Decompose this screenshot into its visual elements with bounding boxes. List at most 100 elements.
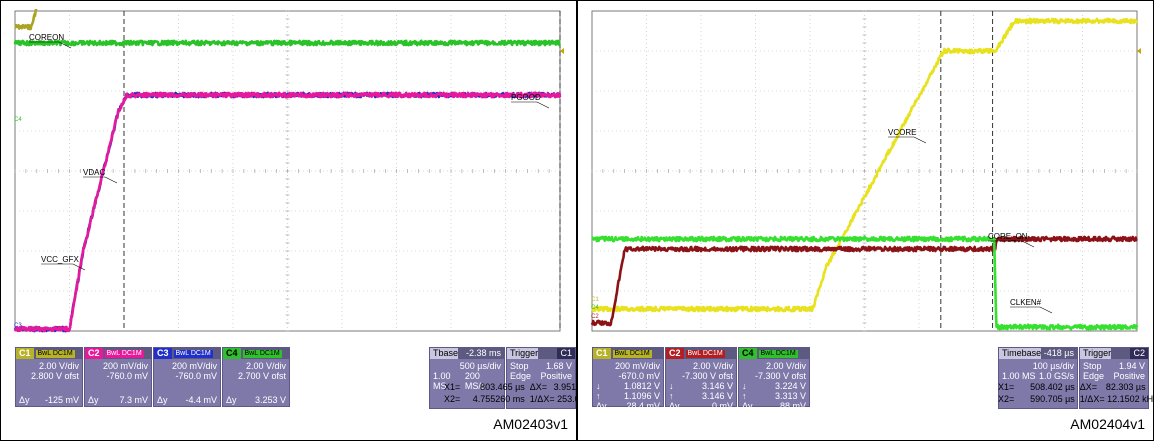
channel-tag: C1 <box>16 348 34 359</box>
trace-label: COREON <box>29 33 64 42</box>
delta-y-label: Δy <box>157 395 168 405</box>
scope-panel-left: COREON PGOOD VDAC VCC_GFX C4 C3 C1 BwL DC1M 2.… <box>0 0 598 441</box>
trace-clken- <box>591 235 1139 331</box>
inv-dx-label: 1/ΔX= <box>529 394 555 404</box>
trace-label: VCC_GFX <box>41 255 79 264</box>
timebase-box-left: Tbase -2.38 ms 500 µs/div 1.00 MS 200 MS/s <box>429 347 505 409</box>
trigger-level-arrow <box>1137 48 1141 54</box>
delta-y-value: -125 mV <box>44 395 79 405</box>
dx-value: 82.303 µs <box>1105 382 1146 392</box>
delta-y-label: Δy <box>596 401 607 411</box>
dx-label: ΔX= <box>1079 382 1098 392</box>
cursor-2-value: 3.146 V <box>701 391 733 401</box>
trace-core-on <box>590 235 1138 327</box>
trigger-box-left: Trigger C1 Stop 1.68 V Edge Positive <box>506 347 576 409</box>
cursor-2-value: 3.313 V <box>774 391 806 401</box>
delta-y-label: Δy <box>669 401 680 411</box>
trigger-type: Edge <box>1083 371 1105 381</box>
delta-y-label: Δy <box>19 395 30 405</box>
timebase-per-div: 500 µs/div <box>459 361 501 371</box>
channel-row-left: C1 BwL DC1M 2.00 V/div 2.800 V ofst Δy -125… <box>15 347 291 409</box>
channel-marker: C3 <box>14 323 22 329</box>
coupling-badge: BwL DC1M <box>173 349 213 358</box>
inv-dx-label: 1/ΔX= <box>1079 394 1105 404</box>
cursor-1-label: ↓ <box>596 381 601 391</box>
timebase-label: Tbase <box>430 348 459 359</box>
channel-box-c1: C1 BwL DC1M 2.00 V/div 2.800 V ofst Δy -125… <box>15 347 83 407</box>
coupling-badge: BwL DC1M <box>35 349 75 358</box>
x1-value: 508.402 µs <box>1030 382 1075 392</box>
trigger-mode: Stop <box>510 361 529 371</box>
trigger-slope: Positive <box>540 371 572 381</box>
sample-rate: 200 MS/s <box>464 371 486 391</box>
trigger-type: Edge <box>510 371 532 381</box>
volts-per-div: 2.00 V/div <box>765 361 806 371</box>
graticule <box>14 10 561 332</box>
cursor-1-label: ↓ <box>742 381 747 391</box>
dx-value: 3.9518 ms <box>553 382 596 392</box>
timebase-value: -2.38 ms <box>465 348 501 358</box>
trace-pgood <box>13 39 562 47</box>
cursor-1-value: 1.0812 V <box>623 381 660 391</box>
cursor-2-label: ↑ <box>596 391 601 401</box>
timebase-value: -418 µs <box>1043 348 1074 358</box>
trigger-channel: C1 <box>557 348 575 359</box>
coupling-badge: BwL DC1M <box>612 349 652 358</box>
scope-panel-right: VCORE CORE_ON CLKEN# C1 C4 C2 C1 BwL DC1M 200 … <box>577 0 1154 441</box>
x2-label: X2= <box>444 394 461 404</box>
cursor-1-value: 3.146 V <box>701 381 733 391</box>
offset: 2.700 V ofst <box>237 371 286 381</box>
trigger-label: Trigger <box>507 348 539 359</box>
cursor-readout-x1-left: X1= 803.465 µs ΔX= 3.9518 ms <box>444 382 596 392</box>
coupling-badge: BwL DC1M <box>242 349 282 358</box>
trace-label: VDAC <box>83 168 105 177</box>
channel-tag: C4 <box>223 348 241 359</box>
channel-row-right: C1 BwL DC1M 200 mV/div -670.0 mV ↓ 1.0812 V… <box>592 347 811 411</box>
memory-depth: 1.00 MS <box>433 371 451 391</box>
volts-per-div: 200 mV/div <box>171 361 217 371</box>
delta-y-value: 7.3 mV <box>119 395 148 405</box>
trigger-level-arrow <box>560 48 564 54</box>
graticule <box>591 10 1138 332</box>
cursor-2-label: ↑ <box>669 391 674 401</box>
delta-y-value: 88 mV <box>779 401 806 411</box>
offset: -670.0 mV <box>618 371 660 381</box>
delta-y-value: -4.4 mV <box>185 395 217 405</box>
trigger-label: Trigger <box>1080 348 1112 359</box>
x1-label: X1= <box>998 382 1015 392</box>
cursor-readout-x1-right: X1= 508.402 µs ΔX= 82.303 µs <box>998 382 1146 392</box>
trigger-channel: C2 <box>1130 348 1148 359</box>
channel-tag: C2 <box>666 348 684 359</box>
cursor-2-label: ↑ <box>742 391 747 401</box>
scope-screen-left: COREON PGOOD VDAC VCC_GFX C4 C3 <box>13 9 564 333</box>
trace-vcore <box>591 17 1139 313</box>
volts-per-div: 2.00 V/div <box>692 361 733 371</box>
offset: -760.0 mV <box>175 371 217 381</box>
timebase-label: Timebase <box>999 348 1042 359</box>
volts-per-div: 2.00 V/div <box>245 361 286 371</box>
channel-marker: C4 <box>14 117 22 123</box>
delta-y-label: Δy <box>226 395 237 405</box>
label-leader <box>1039 306 1053 314</box>
memory-depth: 1.00 MS <box>1002 371 1036 381</box>
trigger-level: 1.94 V <box>1118 361 1145 371</box>
label-leader <box>58 41 72 49</box>
channel-box-c2: C2 BwL DC1M 2.00 V/div -7.300 V ofst ↓ 3.14… <box>665 347 737 411</box>
trigger-level: 1.68 V <box>545 361 572 371</box>
offset: -760.0 mV <box>106 371 148 381</box>
offset: -7.300 V ofst <box>681 371 733 381</box>
volts-per-div: 2.00 V/div <box>38 361 79 371</box>
channel-marker: C4 <box>591 305 599 311</box>
channel-box-c3: C3 BwL DC1M 200 mV/div -760.0 mV Δy -4.4 mV <box>153 347 221 407</box>
delta-y-label: Δy <box>88 395 99 405</box>
label-leader <box>913 136 927 144</box>
label-leader <box>1021 240 1035 248</box>
figure-code: AM02403v1 <box>493 416 568 432</box>
trace-label: CLKEN# <box>1010 298 1042 307</box>
scope-screen-right: VCORE CORE_ON CLKEN# C1 C4 C2 <box>590 10 1141 332</box>
timebase-box-right: Timebase -418 µs 100 µs/div 1.00 MS 1.0 GS… <box>998 347 1078 409</box>
volts-per-div: 200 mV/div <box>102 361 148 371</box>
x1-value: 803.465 µs <box>480 382 525 392</box>
channel-marker: C2 <box>591 314 599 320</box>
trigger-box-right: Trigger C2 Stop 1.94 V Edge Positive <box>1079 347 1149 409</box>
